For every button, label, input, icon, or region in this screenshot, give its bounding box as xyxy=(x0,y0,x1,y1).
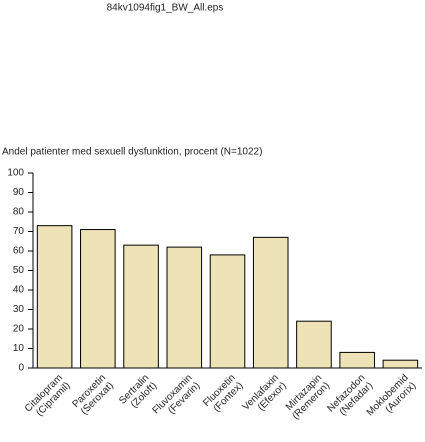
y-tick-label: 90 xyxy=(13,187,25,198)
bar xyxy=(382,359,419,369)
y-tick-label: 100 xyxy=(7,168,24,179)
y-tick-label: 30 xyxy=(13,304,25,315)
y-tick-label: 40 xyxy=(13,285,25,296)
x-tick-label: Moklobemid(Aurorix) xyxy=(364,372,418,426)
bar xyxy=(209,254,246,369)
y-tick-label: 20 xyxy=(13,324,25,335)
bar xyxy=(296,320,332,369)
chart-title: Andel patienter med sexuell dysfunktion,… xyxy=(2,147,262,158)
bar xyxy=(166,246,203,369)
bar xyxy=(339,351,375,369)
bar xyxy=(252,236,289,369)
x-tick-label: Mirtazapin(Remeron) xyxy=(282,372,331,421)
x-tick-label: Citalopram(Cipramil) xyxy=(23,372,73,422)
x-tick-label: Venlafaxin(Efexor) xyxy=(240,372,288,420)
file-name: 84kv1094fig1_BW_All.eps xyxy=(107,3,224,14)
bar xyxy=(36,225,73,369)
y-tick-label: 80 xyxy=(13,207,25,218)
y-tick-label: 10 xyxy=(13,343,25,354)
x-tick-label: Fluoxetin(Fontex) xyxy=(201,372,245,416)
y-tick-label: 0 xyxy=(18,363,24,374)
y-tick-label: 70 xyxy=(13,226,25,237)
bar xyxy=(80,229,116,369)
y-tick-label: 50 xyxy=(13,265,25,276)
y-tick-label: 60 xyxy=(13,246,25,257)
x-tick-label: Fluvoxamin(Fevarin) xyxy=(150,372,202,424)
bar xyxy=(123,244,159,369)
x-tick-label: Paroxetin(Seroxat) xyxy=(70,372,115,417)
